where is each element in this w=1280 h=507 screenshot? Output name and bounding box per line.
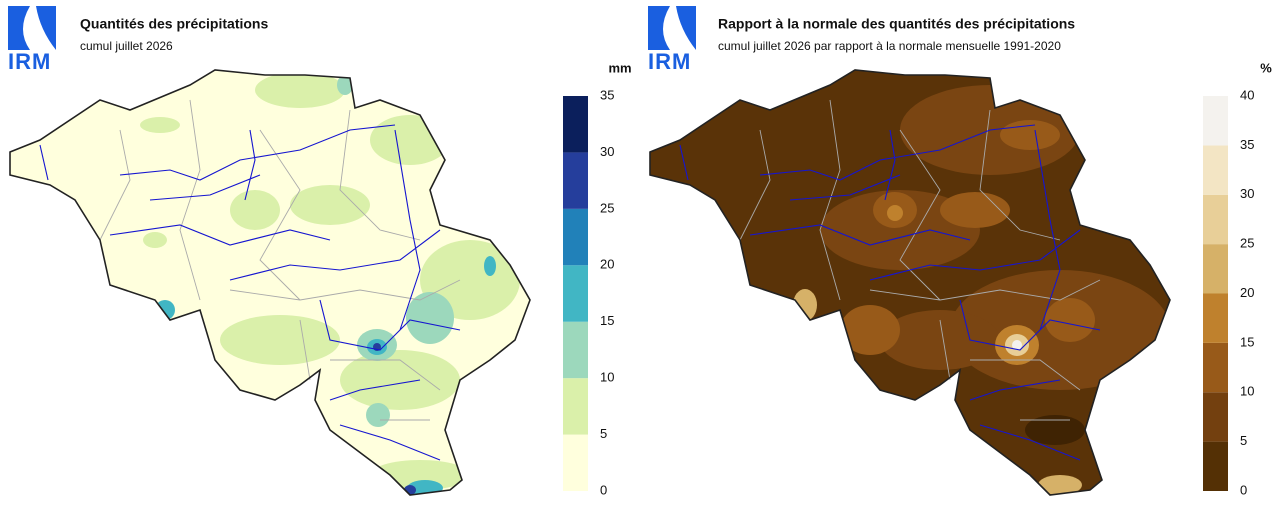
- legend-band: [1203, 342, 1228, 393]
- subtitle: cumul juillet 2026 par rapport à la norm…: [718, 39, 1061, 53]
- legend-band: [1203, 293, 1228, 343]
- title: Quantités des précipitations: [80, 16, 268, 32]
- logo-mark: [8, 6, 56, 50]
- legend-tick-label: 15: [1240, 334, 1254, 349]
- legend: 0 5 10 15 20 25 30 35: [563, 87, 614, 497]
- legend: 0 5 10 15 20 25 30 35 40: [1203, 87, 1254, 497]
- legend-tick-label: 10: [600, 370, 614, 385]
- legend-band: [1203, 244, 1228, 294]
- legend-band: [563, 96, 588, 153]
- legend-tick-label: 0: [1240, 482, 1247, 497]
- legend-tick-label: 35: [1240, 137, 1254, 152]
- legend-tick-label: 30: [1240, 186, 1254, 201]
- legend-tick-label: 20: [1240, 285, 1254, 300]
- legend-tick-label: 5: [1240, 433, 1247, 448]
- legend-tick-label: 0: [600, 482, 607, 497]
- legend-band: [1203, 145, 1228, 195]
- legend-tick-label: 35: [600, 87, 614, 102]
- legend-band: [563, 434, 588, 491]
- legend-tick-label: 40: [1240, 87, 1254, 102]
- legend-band: [1203, 392, 1228, 442]
- legend-band: [563, 378, 588, 435]
- logo-mark: [648, 6, 696, 50]
- legend-band: [563, 208, 588, 266]
- subtitle: cumul juillet 2026: [80, 39, 173, 53]
- legend-tick-label: 5: [600, 426, 607, 441]
- panel-ratio: IRM Rapport à la normale des quantités d…: [648, 6, 1272, 497]
- logo: IRM: [648, 49, 691, 74]
- map: [9, 69, 531, 496]
- legend-band: [563, 152, 588, 209]
- legend-tick-label: 30: [600, 144, 614, 159]
- legend-band: [563, 321, 588, 379]
- legend-tick-label: 25: [1240, 236, 1254, 251]
- legend-tick-label: 20: [600, 257, 614, 272]
- map: [649, 69, 1171, 496]
- panel-precipitation: IRM Quantités des précipitations cumul j…: [8, 6, 632, 497]
- legend-band: [1203, 96, 1228, 146]
- legend-band: [1203, 194, 1228, 245]
- legend-tick-label: 15: [600, 313, 614, 328]
- legend-band: [563, 265, 588, 322]
- legend-unit: mm: [608, 60, 631, 75]
- legend-tick-label: 25: [600, 200, 614, 215]
- logo: IRM: [8, 49, 51, 74]
- legend-unit: %: [1260, 60, 1272, 75]
- title: Rapport à la normale des quantités des p…: [718, 16, 1075, 32]
- legend-band: [1203, 441, 1228, 491]
- legend-tick-label: 10: [1240, 384, 1254, 399]
